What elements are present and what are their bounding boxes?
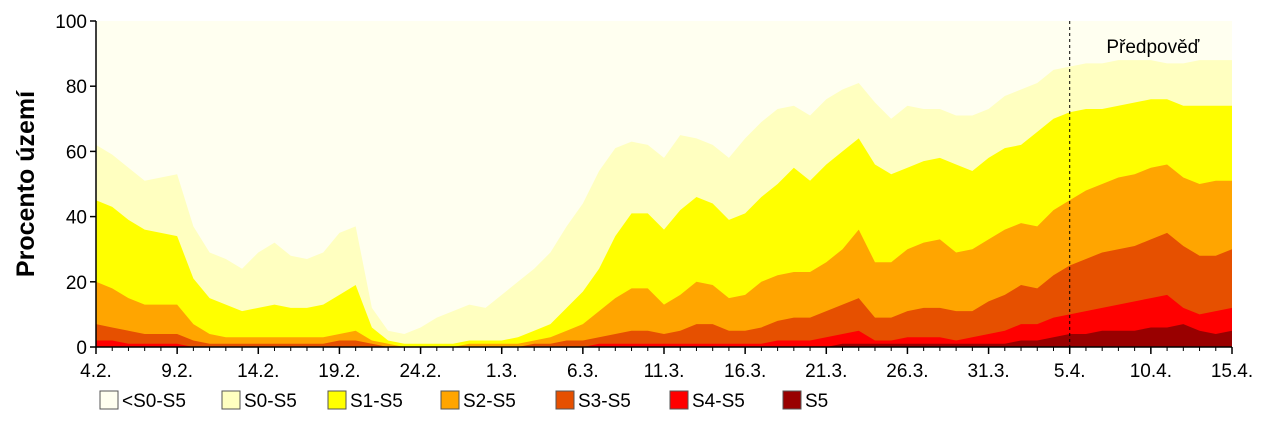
x-tick-label: 4.2. [80, 361, 112, 382]
x-tick-label: 15.4. [1211, 361, 1253, 382]
legend-swatch-s0-s5 [99, 390, 119, 410]
legend-label: <S0-S5 [122, 391, 186, 412]
chart-areas [96, 21, 1232, 348]
legend-label: S0-S5 [244, 391, 297, 412]
legend-swatch-s1-s5 [327, 390, 347, 410]
legend-swatch-s0-s5 [221, 390, 241, 410]
area-s3-s5 [96, 232, 1232, 347]
legend-swatch-s5 [782, 390, 802, 410]
forecast-annotation: Předpověď [1069, 21, 1200, 347]
legend-swatch-s2-s5 [440, 390, 460, 410]
forecast-label: Předpověď [1106, 37, 1199, 58]
y-tick-label: 40 [66, 208, 87, 229]
x-tick-label: 6.3. [567, 361, 599, 382]
x-tick-label: 16.3. [724, 361, 766, 382]
legend-swatch-s3-s5 [555, 390, 575, 410]
x-tick-label: 11.3. [644, 361, 685, 382]
x-tick-label: 24.2. [399, 361, 441, 382]
legend-label: S4-S5 [692, 391, 745, 412]
legend: <S0-S5 S0-S5 S1-S5 S2-S5 S3-S5 S4-S5 S5 [99, 390, 828, 412]
y-tick-label: 0 [76, 338, 87, 359]
legend-label: S2-S5 [463, 391, 516, 412]
x-tick-label: 9.2. [161, 361, 193, 382]
y-tick-label: 20 [66, 273, 87, 294]
x-tick-label: 5.4. [1054, 361, 1086, 382]
area-s5 [96, 324, 1232, 347]
legend-label: S3-S5 [578, 391, 631, 412]
y-tick-label: 80 [66, 77, 87, 98]
legend-label: S1-S5 [350, 391, 403, 412]
area-s2-s5 [96, 164, 1232, 347]
x-tick-label: 21.3. [805, 361, 847, 382]
x-tick-label: 19.2. [318, 361, 360, 382]
x-tick-label: 10.4. [1130, 361, 1172, 382]
legend-label: S5 [805, 391, 828, 412]
y-tick-label: 60 [66, 142, 87, 163]
y-tick-label: 100 [55, 12, 87, 33]
y-axis-label: Procento území [12, 90, 40, 277]
x-tick-label: 31.3. [967, 361, 1009, 382]
chart-axes: 0 20 40 60 80 100 4.2. 9.2. 14.2. 19.2. 24.2. 1.3. 6… [55, 12, 1253, 382]
x-tick-label: 26.3. [886, 361, 928, 382]
x-tick-label: 1.3. [486, 361, 518, 382]
x-tick-label: 14.2. [237, 361, 279, 382]
legend-swatch-s4-s5 [669, 390, 689, 410]
